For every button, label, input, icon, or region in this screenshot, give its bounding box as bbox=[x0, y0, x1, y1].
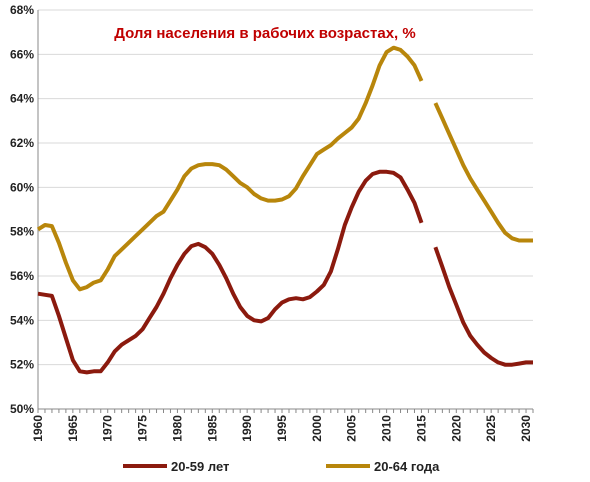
y-tick-label: 60% bbox=[10, 180, 34, 194]
x-tick-label: 1970 bbox=[101, 415, 115, 442]
x-tick-label: 1975 bbox=[136, 415, 150, 442]
y-tick-label: 66% bbox=[10, 47, 34, 61]
x-tick-label: 2020 bbox=[449, 415, 463, 442]
y-tick-label: 64% bbox=[10, 92, 34, 106]
y-tick-labels: 50% 52% 54% 56% 58% 60% 62% 64% 66% 68% bbox=[10, 3, 34, 416]
y-tick-label: 52% bbox=[10, 358, 34, 372]
x-tick-label: 1965 bbox=[66, 415, 80, 442]
chart-title: Доля населения в рабочих возрастах, % bbox=[114, 25, 415, 42]
axes bbox=[37, 10, 534, 413]
series-line-2 bbox=[36, 45, 424, 292]
series-line-1 bbox=[37, 169, 424, 375]
y-tick-label: 56% bbox=[10, 269, 34, 283]
x-tick-label: 2015 bbox=[414, 415, 428, 442]
series-lines bbox=[36, 45, 533, 375]
y-tick-label: 68% bbox=[10, 3, 34, 17]
x-tick-label: 2010 bbox=[380, 415, 394, 442]
x-tick-label: 1995 bbox=[275, 415, 289, 442]
series-line-2 bbox=[433, 102, 533, 243]
legend: 20-59 лет 20-64 года bbox=[123, 459, 440, 474]
series-line-1 bbox=[433, 246, 533, 367]
y-tick-label: 54% bbox=[10, 313, 34, 327]
x-tick-label: 2030 bbox=[519, 415, 533, 442]
x-tick-label: 1980 bbox=[170, 415, 184, 442]
x-tick-label: 2005 bbox=[345, 415, 359, 442]
x-tick-label: 2025 bbox=[484, 415, 498, 442]
x-tick-label: 1985 bbox=[205, 415, 219, 442]
gridlines bbox=[38, 9, 533, 366]
x-tick-label: 1960 bbox=[31, 415, 45, 442]
x-tick-label: 2000 bbox=[310, 415, 324, 442]
legend-label-2: 20-64 года bbox=[374, 459, 440, 474]
y-tick-label: 50% bbox=[10, 402, 34, 416]
x-tick-label: 1990 bbox=[240, 415, 254, 442]
legend-label-1: 20-59 лет bbox=[171, 459, 229, 474]
y-tick-label: 58% bbox=[10, 225, 34, 239]
y-tick-label: 62% bbox=[10, 136, 34, 150]
x-tick-labels: 1960 1965 1970 1975 1980 1985 1990 1995 2000 2005… bbox=[31, 415, 533, 442]
